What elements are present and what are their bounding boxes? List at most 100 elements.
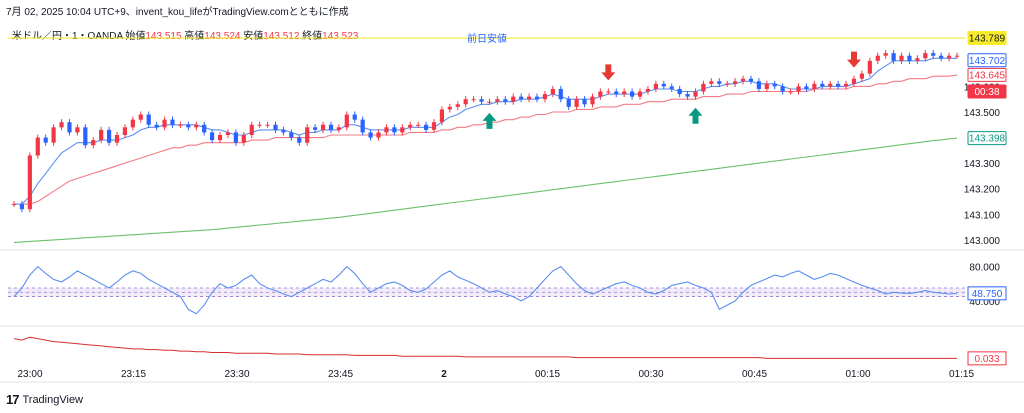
candle-body xyxy=(114,135,120,143)
candle-body xyxy=(915,58,920,61)
candle-body xyxy=(725,83,730,85)
candle-body xyxy=(748,78,754,82)
candle-body xyxy=(804,86,809,89)
candle-body xyxy=(875,55,880,61)
candle-body xyxy=(772,83,777,87)
candle-body xyxy=(130,119,135,128)
candle-body xyxy=(376,132,381,138)
candle-body xyxy=(170,119,175,125)
candle-body xyxy=(225,132,231,135)
candle-body xyxy=(511,96,516,102)
candle-body xyxy=(368,132,373,138)
price-badge xyxy=(967,31,1007,46)
candle-body xyxy=(392,127,397,133)
candle-body xyxy=(534,96,540,100)
candle-body xyxy=(91,140,96,146)
candle-body xyxy=(582,99,587,105)
candle-body xyxy=(154,124,159,128)
candle-body xyxy=(320,124,326,130)
candle-body xyxy=(907,55,912,61)
candle-body xyxy=(122,127,128,135)
time-tick-label: 23:30 xyxy=(224,369,249,380)
open-label: 始値 xyxy=(125,31,146,42)
candle-body xyxy=(859,73,865,79)
candle-body xyxy=(344,114,349,128)
candle-body xyxy=(233,132,238,143)
candle-body xyxy=(146,114,151,125)
candle-body xyxy=(11,204,17,206)
candle-body xyxy=(590,96,595,105)
candle-body xyxy=(836,83,841,87)
chart-header: 7月 02, 2025 10:04 UTC+9、invent_kou_lifeが… xyxy=(6,7,349,18)
candle-body xyxy=(297,137,302,143)
candle-body xyxy=(733,81,738,84)
price-badge-label: 143.398 xyxy=(969,134,1006,145)
candle-body xyxy=(701,83,706,92)
lower-value-badge xyxy=(967,351,1007,366)
candle-body xyxy=(740,78,746,82)
candle-body xyxy=(384,127,389,133)
price-badge xyxy=(967,131,1007,146)
candle-body xyxy=(273,124,278,130)
candle-body xyxy=(210,132,215,141)
rsi-band xyxy=(8,288,965,297)
candle-body xyxy=(550,88,555,95)
sell-arrow-icon xyxy=(601,64,616,81)
candle-body xyxy=(931,53,936,56)
candle-body xyxy=(828,83,833,87)
candle-body xyxy=(685,94,690,97)
symbol-label[interactable]: 米ドル／円・1・OANDA xyxy=(12,31,123,42)
candle-body xyxy=(194,124,199,128)
brand-name: TradingView xyxy=(22,393,84,406)
candle-body xyxy=(202,124,207,133)
candle-body xyxy=(503,99,508,102)
candle-body xyxy=(645,88,651,92)
candle-body xyxy=(606,91,611,93)
candle-body xyxy=(305,127,310,143)
candle-body xyxy=(281,129,286,133)
candle-body xyxy=(27,155,32,210)
candle-body xyxy=(756,81,761,89)
price-badge-label: 00:38 xyxy=(974,87,999,98)
rsi-value-badge xyxy=(967,286,1007,301)
candle-body xyxy=(352,114,357,120)
candle-body xyxy=(788,91,793,93)
time-tick-label: 2 xyxy=(441,369,447,380)
candle-body xyxy=(75,127,80,133)
candle-body xyxy=(867,60,872,74)
lower-value-label: 0.033 xyxy=(974,354,999,365)
rsi-line xyxy=(13,265,958,315)
candle-body xyxy=(923,53,928,59)
candle-body xyxy=(257,124,262,126)
candle-body xyxy=(360,119,365,133)
candle-body xyxy=(43,137,48,143)
rsi-tick-label: 80.000 xyxy=(969,263,1000,274)
candle-body xyxy=(693,91,698,97)
candle-body xyxy=(217,135,223,141)
price-badge xyxy=(967,67,1007,82)
buy-arrow-icon xyxy=(482,112,497,129)
candle-body xyxy=(59,122,64,128)
candle-body xyxy=(812,83,817,89)
time-tick-label: 00:30 xyxy=(638,369,663,380)
price-badge xyxy=(967,84,1007,99)
high-label: 高値 xyxy=(184,31,205,42)
candle-body xyxy=(526,96,532,100)
candle-body xyxy=(487,101,492,103)
ma-mid-line xyxy=(14,74,958,205)
sell-arrow-icon xyxy=(846,51,861,68)
candle-body xyxy=(637,91,643,97)
candle-body xyxy=(495,99,500,102)
close-value: 143.523 xyxy=(322,31,359,42)
candle-body xyxy=(249,124,254,135)
candle-body xyxy=(138,114,143,120)
candle-body xyxy=(19,204,25,210)
candle-body xyxy=(566,99,571,107)
ohlc-legend: 米ドル／円・1・OANDA 始値143.515 高値143.524 安値143.… xyxy=(12,27,358,42)
candle-body xyxy=(764,83,769,89)
candle-body xyxy=(106,129,112,143)
candle-body xyxy=(820,83,825,87)
candle-body xyxy=(661,83,666,87)
candle-body xyxy=(883,53,888,56)
